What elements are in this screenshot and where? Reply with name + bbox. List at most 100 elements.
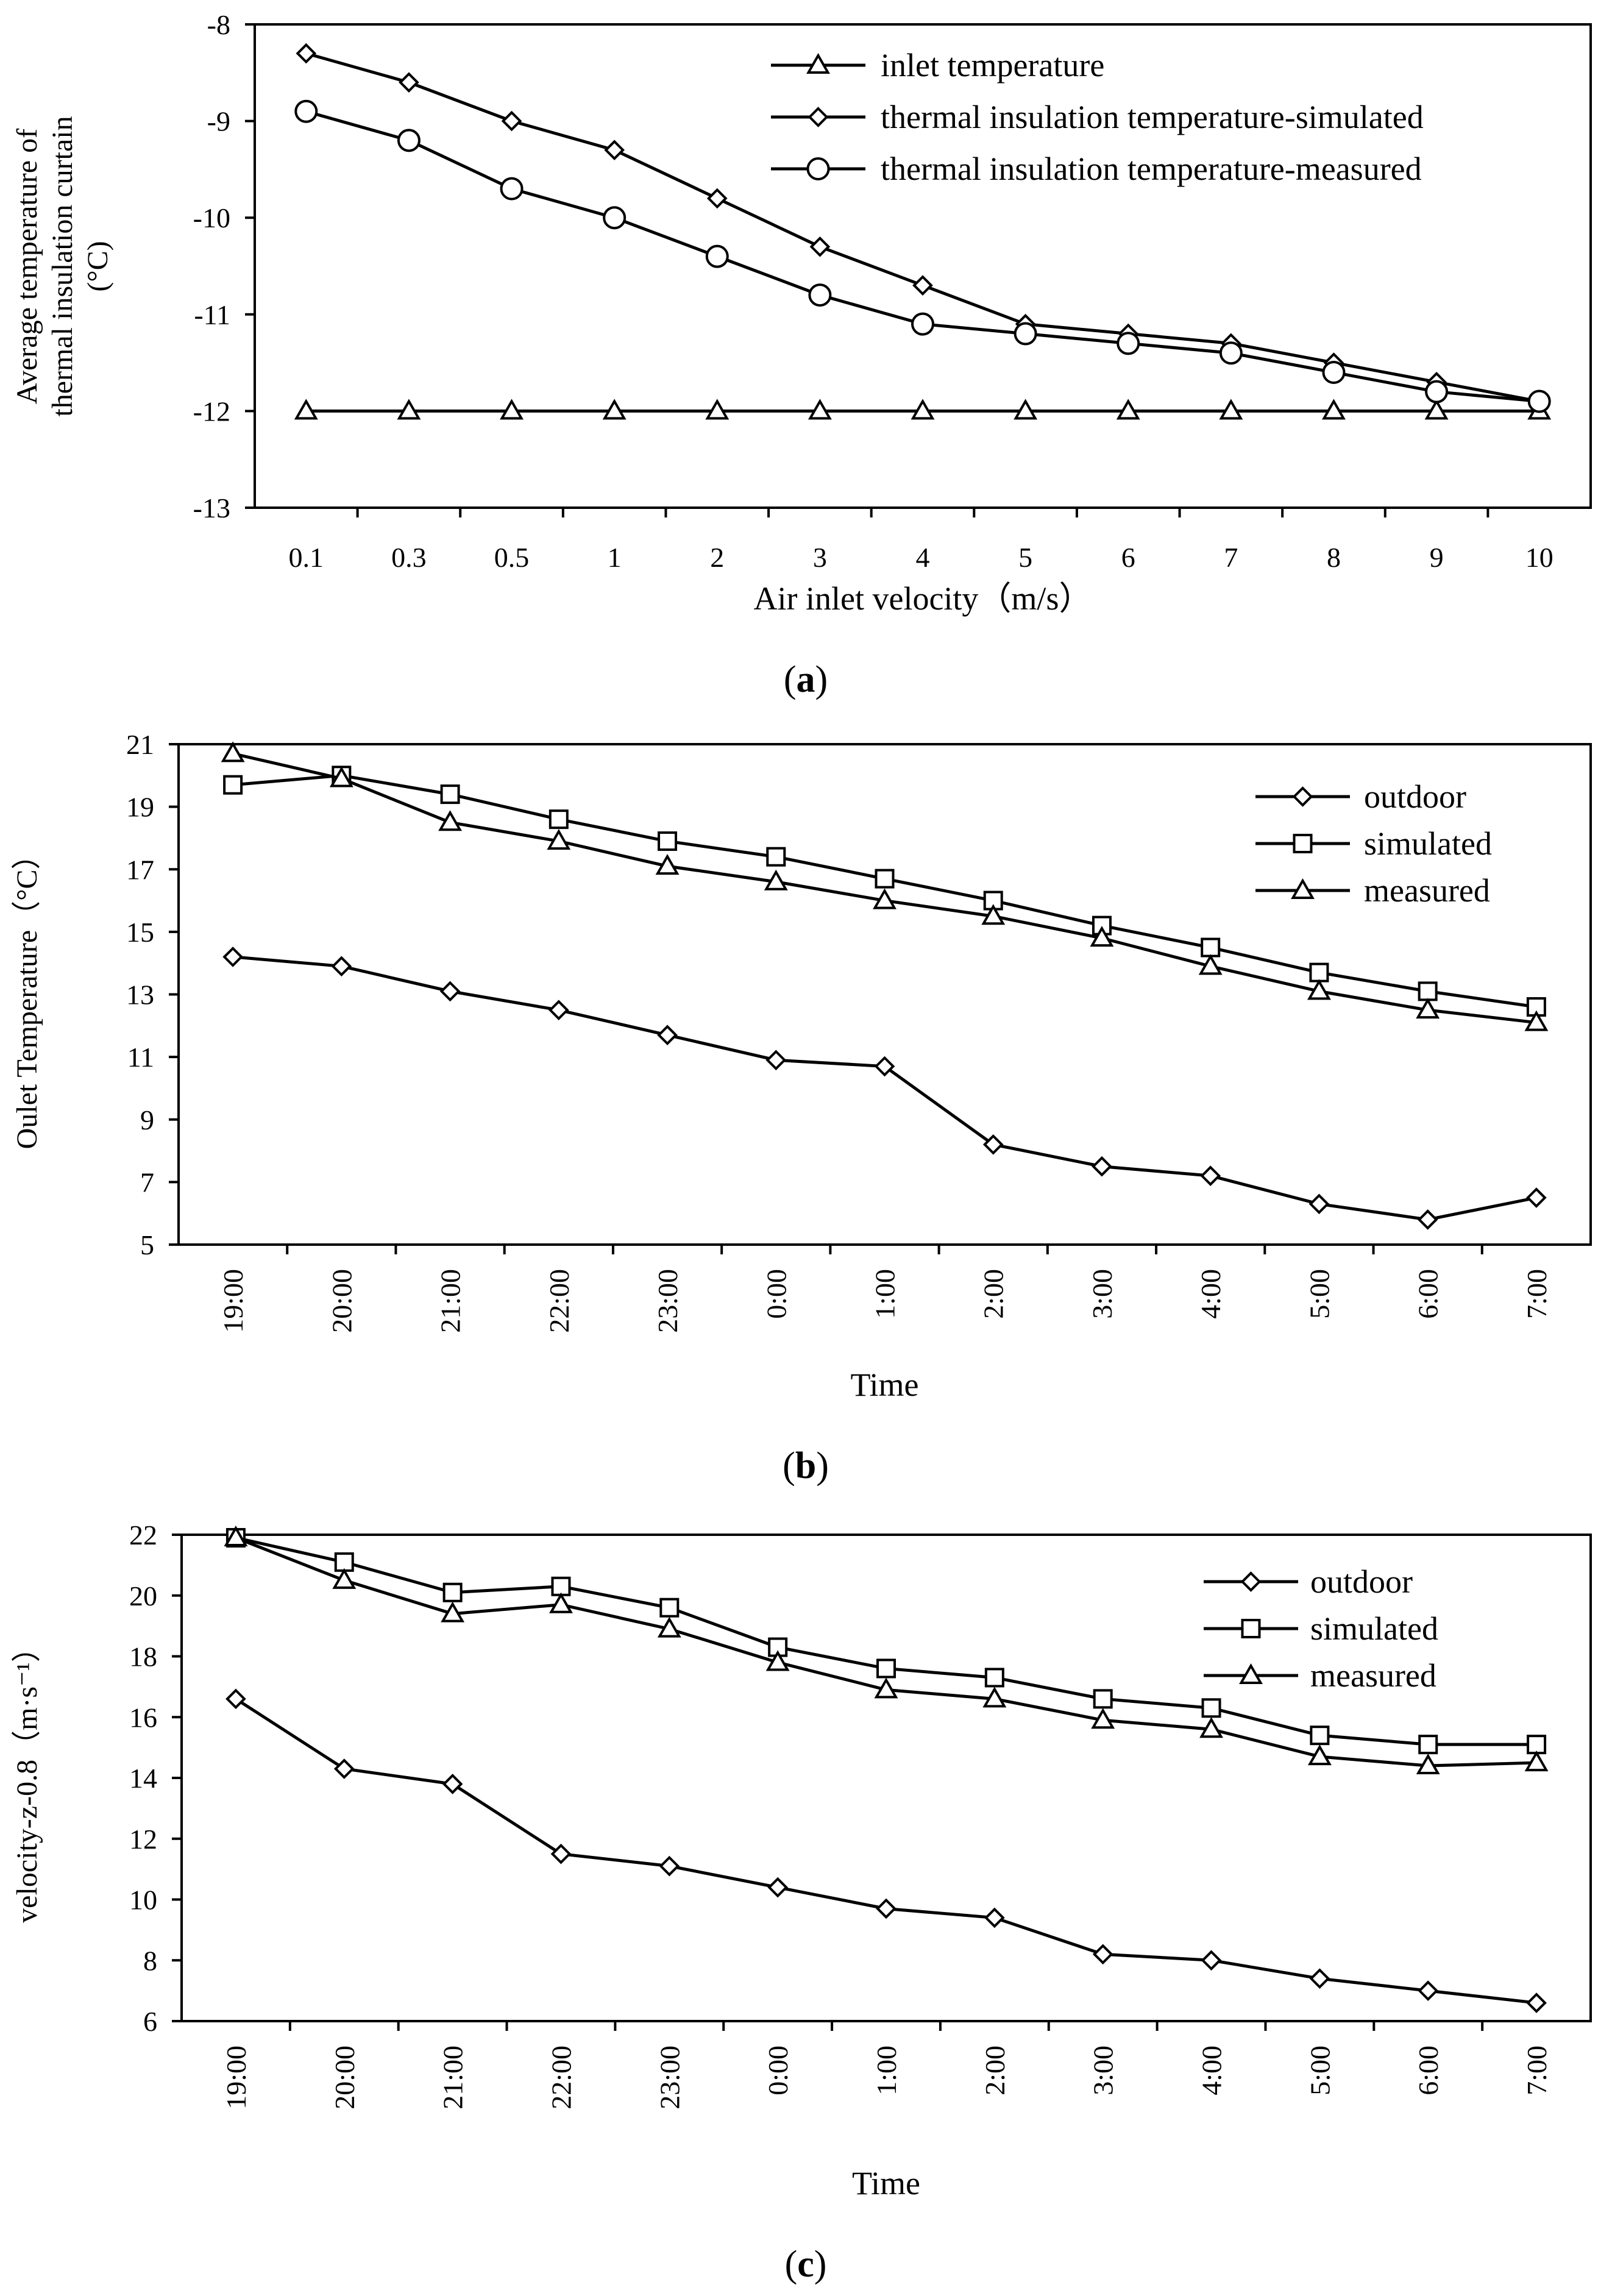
y-tick-label: 12 <box>129 1824 157 1855</box>
legend-label: measured <box>1364 872 1490 909</box>
data-point <box>440 784 460 805</box>
x-tick-label: 0.1 <box>289 542 324 573</box>
data-point <box>221 741 245 762</box>
caption-letter: a <box>797 659 815 700</box>
data-point <box>1219 341 1243 365</box>
data-point <box>334 1552 354 1572</box>
x-tick-label: 2:00 <box>978 1269 1009 1319</box>
series-line <box>235 1697 1537 2005</box>
data-point <box>438 810 463 831</box>
x-tick-label: 2:00 <box>979 2045 1010 2095</box>
data-point <box>1199 1717 1223 1738</box>
data-point <box>223 775 243 795</box>
data-point <box>296 43 317 64</box>
x-tick-label: 20:00 <box>326 1269 357 1333</box>
data-point <box>1116 399 1140 420</box>
data-point <box>874 1677 898 1699</box>
data-point <box>294 99 318 123</box>
x-tick-label: 1 <box>608 542 622 573</box>
legend: inlet temperature thermal insulation temp… <box>771 47 1424 187</box>
data-point <box>1526 1187 1547 1208</box>
data-point <box>875 869 895 889</box>
data-point <box>1416 998 1440 1019</box>
series-3 <box>224 1525 1549 1775</box>
data-point <box>1417 1209 1438 1230</box>
y-tick-label: 9 <box>140 1104 154 1136</box>
data-point <box>332 1568 357 1589</box>
y-tick-label: 5 <box>140 1229 154 1260</box>
y-tick-label: -9 <box>207 106 230 137</box>
data-point <box>876 1898 897 1919</box>
data-point <box>1309 1968 1330 1989</box>
data-point <box>705 244 729 268</box>
y-axis-label: Average temperature of <box>11 129 43 404</box>
legend-label: inlet temperature <box>881 47 1104 84</box>
y-tick-label: -8 <box>207 9 230 40</box>
y-tick-label: 14 <box>129 1763 157 1794</box>
y-tick-label: 11 <box>127 1042 154 1073</box>
legend-marker <box>808 107 829 127</box>
data-point <box>658 831 678 851</box>
x-tick-label: 2 <box>710 542 724 573</box>
data-point <box>1014 399 1038 420</box>
x-tick-label: 4:00 <box>1195 1269 1226 1319</box>
x-tick-label: 4 <box>916 542 930 573</box>
legend-marker <box>806 52 830 74</box>
data-point <box>659 1598 680 1618</box>
data-point <box>1219 399 1243 420</box>
data-point <box>1091 1708 1115 1729</box>
data-point <box>399 72 419 93</box>
data-point <box>1425 380 1449 403</box>
x-tick-label: 7:00 <box>1521 2045 1552 2095</box>
x-tick-label: 21:00 <box>435 1269 466 1333</box>
panel-caption: (b) <box>783 1445 829 1487</box>
legend-label: thermal insulation temperature-simulated <box>881 99 1424 135</box>
data-point <box>222 947 243 967</box>
x-tick-label: 0:00 <box>762 2045 794 2095</box>
data-point <box>225 1688 246 1710</box>
data-point <box>657 1025 678 1046</box>
data-point <box>441 1601 465 1622</box>
legend-label: simulated <box>1310 1610 1438 1647</box>
x-axis-label: Time <box>850 1367 918 1403</box>
series-2 <box>225 1527 1547 1755</box>
data-point <box>329 766 353 787</box>
series-1 <box>225 1688 1547 2013</box>
legend-label: outdoor <box>1310 1563 1413 1600</box>
legend: outdoor simulated measured <box>1204 1563 1438 1694</box>
series-1 <box>222 947 1547 1230</box>
data-point <box>548 1000 569 1020</box>
data-point <box>655 854 680 875</box>
data-point <box>1322 399 1346 420</box>
x-tick-label: 5:00 <box>1304 1269 1335 1319</box>
x-tick-label: 6 <box>1121 542 1135 573</box>
x-tick-label: 10 <box>1525 542 1553 573</box>
x-tick-label: 1:00 <box>870 1269 901 1319</box>
data-point <box>1307 979 1331 1000</box>
data-point <box>1310 1726 1330 1746</box>
x-tick-label: 22:00 <box>545 2045 577 2109</box>
data-point <box>1308 1193 1330 1215</box>
x-axis-label: Time <box>852 2165 920 2202</box>
y-tick-label: -11 <box>194 299 230 330</box>
x-tick-label: 6:00 <box>1413 2045 1444 2095</box>
data-point <box>767 1877 788 1898</box>
data-point <box>659 1855 680 1877</box>
data-point <box>1198 954 1223 975</box>
data-point <box>397 129 421 152</box>
data-point <box>1201 937 1221 958</box>
data-point <box>764 869 788 890</box>
data-point <box>657 1616 681 1638</box>
legend-marker <box>1241 1619 1261 1638</box>
data-point <box>982 1134 1004 1155</box>
data-point <box>551 1576 571 1596</box>
data-point <box>604 140 625 161</box>
data-point <box>911 399 935 420</box>
legend-marker <box>806 157 830 180</box>
x-tick-label: 0.3 <box>391 542 427 573</box>
x-tick-label: 7:00 <box>1521 1269 1552 1319</box>
data-point <box>501 110 522 132</box>
data-point <box>766 847 786 867</box>
data-point <box>1527 389 1551 413</box>
data-point <box>1090 926 1114 947</box>
